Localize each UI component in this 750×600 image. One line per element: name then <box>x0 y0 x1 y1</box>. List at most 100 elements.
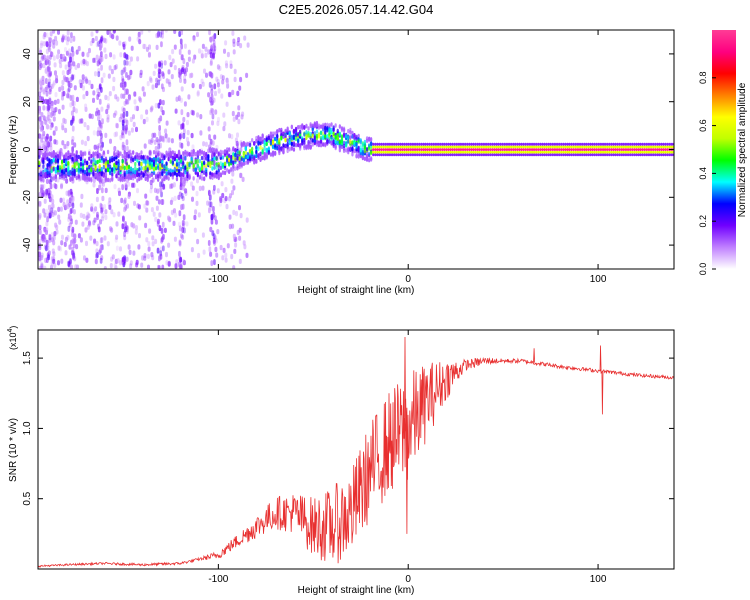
heat-cell <box>38 47 42 53</box>
heat-cell <box>211 230 215 237</box>
heat-cell <box>455 150 458 154</box>
heat-cell <box>457 150 461 154</box>
heat-cell <box>125 165 128 170</box>
heat-cell <box>196 91 200 97</box>
heat-cell <box>276 140 279 145</box>
heat-cell <box>224 257 228 263</box>
heat-cell <box>54 107 58 113</box>
heat-cell <box>322 142 325 147</box>
heat-cell <box>196 31 199 38</box>
spectrogram-y-label: Frequency (Hz) <box>8 116 19 185</box>
heat-cell <box>238 85 242 91</box>
heat-cell <box>388 145 392 149</box>
heat-cell <box>370 137 373 142</box>
heat-cell <box>161 160 164 165</box>
heat-cell <box>340 139 344 144</box>
heat-cell <box>192 164 195 169</box>
heat-cell <box>136 158 139 163</box>
heat-cell <box>57 206 61 212</box>
heat-cell <box>468 142 471 146</box>
heat-cell <box>89 235 93 241</box>
heat-cell <box>205 153 208 159</box>
heat-cell <box>50 51 53 58</box>
heat-cell <box>198 174 202 180</box>
heat-cell <box>424 153 427 157</box>
heat-cell <box>135 259 139 266</box>
heat-cell <box>191 110 195 116</box>
heat-cell <box>530 145 534 149</box>
heat-cell <box>629 153 632 157</box>
heat-cell <box>631 148 634 151</box>
heat-cell <box>616 145 619 149</box>
heat-cell <box>656 142 659 146</box>
heat-cell <box>148 228 152 234</box>
heat-cell <box>418 142 421 146</box>
heat-cell <box>96 159 99 165</box>
heat-cell <box>163 164 166 169</box>
heat-cell <box>185 61 189 68</box>
heat-cell <box>38 154 41 160</box>
heat-cell <box>46 58 49 65</box>
heat-cell <box>88 171 91 177</box>
heat-cell <box>97 67 101 74</box>
heat-cell <box>150 137 154 143</box>
heat-cell <box>495 145 498 149</box>
heat-cell <box>200 78 204 84</box>
heat-cell <box>40 176 43 181</box>
heat-cell <box>122 256 125 263</box>
heat-cell <box>52 43 56 49</box>
heat-cell <box>160 30 164 35</box>
heat-cell <box>587 150 590 154</box>
heat-cell <box>200 53 204 59</box>
heat-cell <box>69 170 72 175</box>
heat-cell <box>126 88 129 95</box>
heat-cell <box>190 156 193 162</box>
heat-cell <box>351 130 354 136</box>
heat-cell <box>83 122 87 128</box>
heat-cell <box>129 260 133 266</box>
heat-cell <box>129 263 133 269</box>
heat-cell <box>42 105 46 111</box>
heat-cell <box>154 216 158 222</box>
heat-cell <box>38 108 42 114</box>
heat-cell <box>319 135 323 141</box>
heat-cell <box>171 155 174 160</box>
heat-cell <box>185 221 189 227</box>
heat-cell <box>71 125 75 132</box>
heat-cell <box>451 150 454 154</box>
heat-cell <box>403 142 406 146</box>
heat-cell <box>441 145 444 149</box>
heat-cell <box>75 157 78 162</box>
heat-cell <box>136 178 139 183</box>
heat-cell <box>426 142 429 146</box>
heat-cell <box>399 150 402 154</box>
heat-cell <box>507 153 511 157</box>
heat-cell <box>595 148 598 151</box>
heat-cell <box>101 187 104 194</box>
heat-cell <box>154 165 158 171</box>
heat-cell <box>61 95 64 101</box>
heat-cell <box>221 150 225 155</box>
heat-cell <box>482 148 486 151</box>
heat-cell <box>497 153 500 157</box>
heat-cell <box>69 209 73 215</box>
heat-cell <box>660 142 663 146</box>
heat-cell <box>204 46 208 52</box>
heat-cell <box>347 139 350 144</box>
heat-cell <box>353 141 356 147</box>
heat-cell <box>196 112 200 118</box>
heat-cell <box>63 143 67 150</box>
heat-cell <box>167 215 171 221</box>
heat-cell <box>233 76 237 83</box>
heat-cell <box>169 62 173 68</box>
heat-cell <box>267 146 270 151</box>
heat-cell <box>171 172 174 177</box>
heat-cell <box>480 150 483 154</box>
heat-cell <box>265 137 268 143</box>
heat-cell <box>99 56 103 63</box>
heat-cell <box>436 148 440 151</box>
heat-cell <box>532 150 536 154</box>
heat-cell <box>222 126 226 132</box>
heat-cell <box>328 139 331 144</box>
heat-cell <box>510 145 513 149</box>
